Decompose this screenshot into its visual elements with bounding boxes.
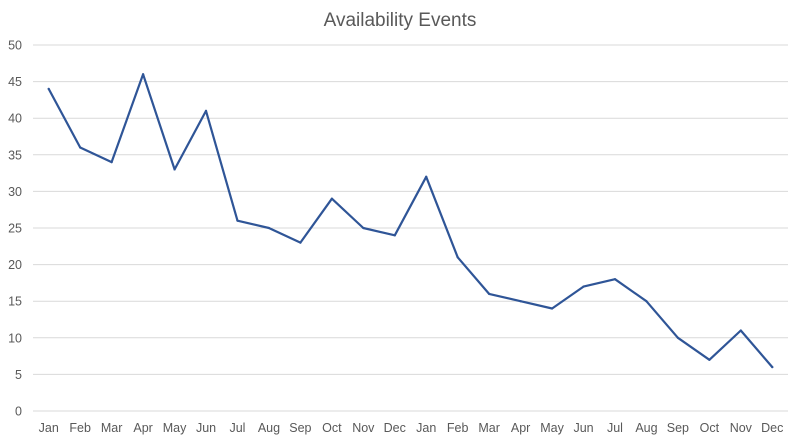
y-tick-label: 35 <box>8 148 22 162</box>
x-tick-label: Jul <box>229 421 245 435</box>
data-point <box>676 336 679 339</box>
data-point <box>613 278 617 281</box>
x-tick-label: Oct <box>322 421 342 435</box>
data-point <box>550 307 554 310</box>
data-point <box>425 175 428 178</box>
data-point <box>582 285 585 288</box>
data-point <box>173 168 176 171</box>
y-tick-label: 15 <box>8 295 22 309</box>
data-point <box>708 358 711 361</box>
y-tick-label: 20 <box>8 258 22 272</box>
data-point <box>204 109 208 112</box>
x-tick-label: Feb <box>69 421 91 435</box>
data-point <box>267 226 271 230</box>
x-tick-label: Jun <box>196 421 216 435</box>
x-tick-label: Aug <box>258 421 280 435</box>
data-point <box>456 256 459 259</box>
data-point <box>47 87 50 91</box>
data-point <box>739 329 742 332</box>
data-point <box>110 161 113 164</box>
data-point <box>330 197 333 200</box>
x-tick-label: Jul <box>607 421 623 435</box>
x-tick-label: Apr <box>511 421 530 435</box>
gridlines <box>33 44 788 412</box>
y-tick-label: 10 <box>8 331 22 345</box>
data-point <box>645 300 648 303</box>
data-point <box>79 146 82 149</box>
y-axis-ticks: 0 5 10 15 20 25 30 35 40 45 50 <box>8 39 22 419</box>
data-point <box>299 241 302 244</box>
x-tick-label: Sep <box>667 421 689 435</box>
y-tick-label: 5 <box>15 368 22 382</box>
x-tick-label: Jun <box>573 421 593 435</box>
data-point <box>142 73 145 76</box>
series-line <box>47 73 774 369</box>
x-tick-label: Nov <box>730 421 753 435</box>
data-point <box>362 226 365 230</box>
y-tick-label: 40 <box>8 112 22 126</box>
x-tick-label: Dec <box>761 421 783 435</box>
data-point <box>519 300 522 303</box>
y-tick-label: 30 <box>8 185 22 199</box>
y-tick-label: 25 <box>8 222 22 236</box>
chart-title: Availability Events <box>324 10 477 31</box>
y-tick-label: 50 <box>8 39 22 53</box>
x-tick-label: Sep <box>289 421 311 435</box>
x-tick-label: Nov <box>352 421 375 435</box>
x-tick-label: May <box>163 421 187 435</box>
x-tick-label: Mar <box>101 421 123 435</box>
x-tick-label: Apr <box>133 421 152 435</box>
x-tick-label: Dec <box>384 421 406 435</box>
x-tick-label: May <box>540 421 564 435</box>
x-axis-ticks: Jan Feb Mar Apr May Jun Jul Aug Sep Oct Nov Dec Jan F… <box>39 421 784 435</box>
data-point <box>393 234 396 237</box>
y-tick-label: 0 <box>15 405 22 419</box>
x-tick-label: Aug <box>635 421 657 435</box>
y-tick-label: 45 <box>8 75 22 89</box>
x-tick-label: Mar <box>478 421 500 435</box>
x-tick-label: Jan <box>39 421 59 435</box>
x-tick-label: Jan <box>416 421 436 435</box>
data-point <box>488 292 491 295</box>
data-point <box>236 219 239 222</box>
x-tick-label: Oct <box>700 421 720 435</box>
data-point <box>771 365 774 369</box>
x-tick-label: Feb <box>447 421 469 435</box>
series-layer <box>47 73 774 369</box>
